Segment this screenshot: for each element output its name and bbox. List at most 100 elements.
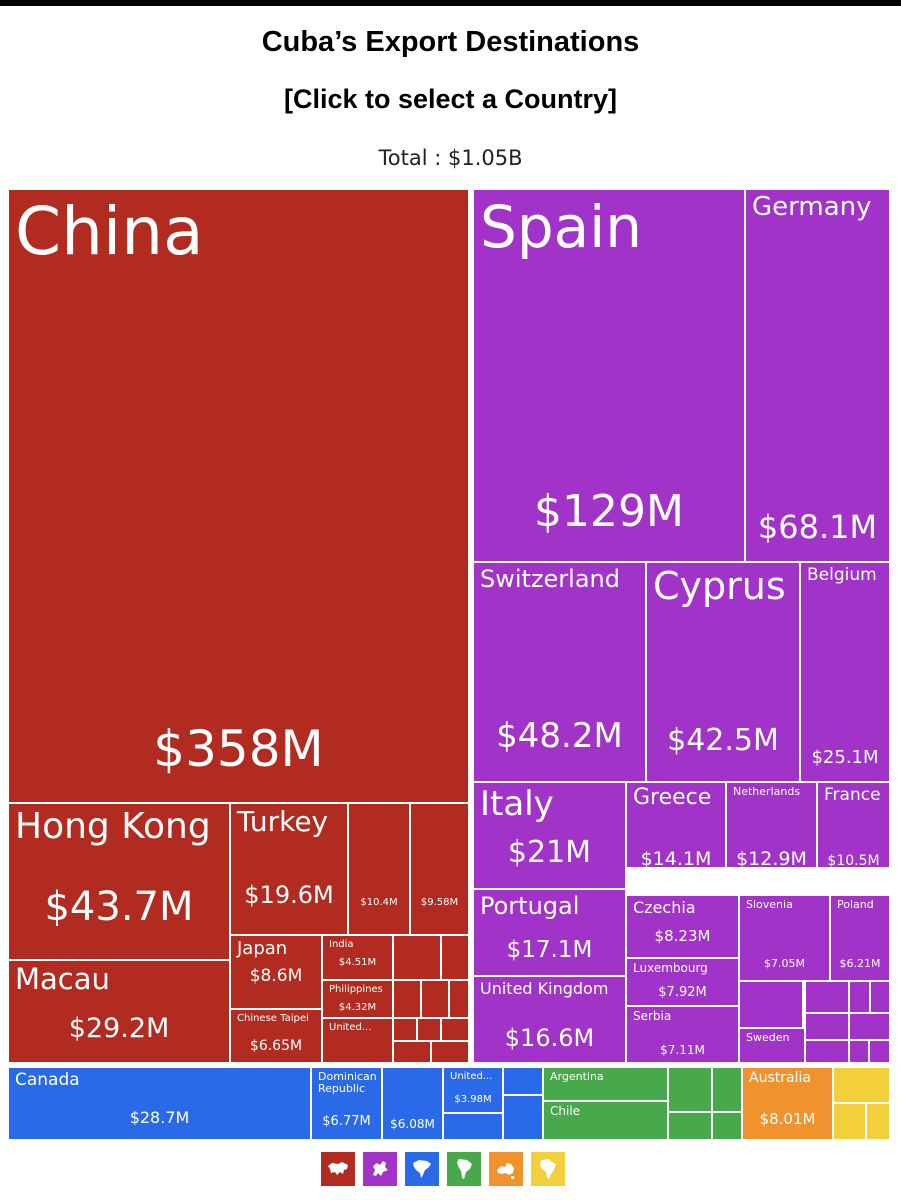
small-tile[interactable] — [441, 935, 469, 980]
tile-value: $17.1M — [506, 937, 593, 963]
oceania-map-icon[interactable] — [489, 1152, 523, 1186]
tile-poland[interactable]: Poland $6.21M — [830, 895, 890, 981]
tile-germany[interactable]: Germany $68.1M — [745, 189, 890, 562]
small-tile[interactable] — [449, 980, 469, 1018]
chart-title: Cuba’s Export Destinations — [261, 26, 640, 58]
tile-france[interactable]: France $10.5M — [817, 782, 890, 868]
tile-philippines[interactable]: Philippines $4.32M — [322, 980, 393, 1018]
tile-label: Germany — [752, 192, 872, 222]
tile-turkey[interactable]: Turkey $19.6M — [230, 803, 348, 935]
tile-canada[interactable]: Canada $28.7M — [8, 1067, 311, 1140]
tile-portugal[interactable]: Portugal $17.1M — [473, 889, 626, 976]
europe-map-icon[interactable] — [363, 1152, 397, 1186]
tile-slovenia[interactable]: Slovenia $7.05M — [739, 895, 830, 981]
tile-label: Sweden — [746, 1031, 790, 1044]
small-tile[interactable] — [833, 1103, 866, 1140]
tile-cyprus[interactable]: Cyprus $42.5M — [646, 562, 800, 782]
small-tile[interactable] — [805, 981, 849, 1013]
small-tile[interactable] — [417, 1018, 441, 1041]
select-country-prompt[interactable]: [Click to select a Country] — [283, 84, 618, 114]
tile-switzerland[interactable]: Switzerland $48.2M — [473, 562, 646, 782]
small-tile[interactable] — [431, 1041, 469, 1063]
tile-label: France — [824, 785, 881, 805]
tile-dominican-republic[interactable]: Dominican Republic $6.77M — [311, 1067, 382, 1140]
tile-value: $6.08M — [390, 1117, 435, 1131]
tile-unlabeled-30[interactable]: $6.08M — [382, 1067, 443, 1140]
south-america-map-icon[interactable] — [447, 1152, 481, 1186]
tile-belgium[interactable]: Belgium $25.1M — [800, 562, 890, 782]
tile-label: Italy — [480, 784, 554, 824]
tile-united[interactable]: United... $3.98M — [443, 1067, 503, 1113]
tile-czechia[interactable]: Czechia $8.23M — [626, 895, 739, 958]
small-tile[interactable] — [805, 1040, 849, 1063]
tile-label: Czechia — [633, 898, 696, 917]
tile-value: $42.5M — [667, 723, 779, 758]
tile-label: Dominican Republic — [318, 1070, 377, 1096]
tile-united-kingdom[interactable]: United Kingdom $16.6M — [473, 976, 626, 1063]
tile-label: Luxembourg — [633, 961, 708, 975]
tile-netherlands[interactable]: Netherlands $12.9M — [726, 782, 817, 868]
tile-hong-kong[interactable]: Hong Kong $43.7M — [8, 803, 230, 960]
tile-australia[interactable]: Australia $8.01M — [742, 1067, 833, 1140]
small-tile[interactable] — [805, 1013, 849, 1040]
tile-value: $10.4M — [360, 897, 398, 908]
small-tile[interactable] — [421, 980, 449, 1018]
small-tile[interactable] — [503, 1095, 543, 1140]
small-tile[interactable] — [503, 1067, 543, 1095]
tile-label: Japan — [237, 938, 288, 959]
small-tile[interactable] — [441, 1018, 469, 1041]
small-tile[interactable] — [712, 1112, 742, 1140]
tile-serbia[interactable]: Serbia $7.11M — [626, 1006, 739, 1063]
tile-india[interactable]: India $4.51M — [322, 935, 393, 980]
small-tile[interactable] — [668, 1112, 712, 1140]
small-tile[interactable] — [393, 980, 421, 1018]
tile-label: Netherlands — [733, 785, 801, 798]
tile-value: $6.65M — [249, 1038, 303, 1054]
tile-label: China — [15, 193, 204, 270]
tile-spain[interactable]: Spain $129M — [473, 189, 745, 562]
small-tile[interactable] — [393, 1041, 431, 1063]
small-tile[interactable] — [833, 1067, 890, 1103]
tile-united[interactable]: United... — [322, 1018, 393, 1063]
tile-value: $8.01M — [759, 1110, 816, 1128]
small-tile[interactable] — [869, 1040, 890, 1063]
tile-unlabeled-3[interactable]: $10.4M — [348, 803, 410, 935]
tile-china[interactable]: China $358M — [8, 189, 469, 803]
tile-value: $4.32M — [338, 1002, 377, 1013]
tile-italy[interactable]: Italy $21M — [473, 782, 626, 889]
small-tile[interactable] — [849, 981, 870, 1013]
tile-value: $3.98M — [454, 1094, 492, 1105]
tile-chile[interactable]: Chile — [543, 1101, 668, 1140]
tile-value: $358M — [153, 720, 324, 778]
small-tile[interactable] — [866, 1103, 890, 1140]
small-tile[interactable] — [849, 1040, 869, 1063]
tile-chinese-taipei[interactable]: Chinese Taipei $6.65M — [230, 1009, 322, 1063]
tile-value: $21M — [507, 835, 592, 870]
asia-map-icon[interactable] — [321, 1152, 355, 1186]
tile-label: Spain — [480, 193, 643, 261]
small-tile[interactable] — [668, 1067, 712, 1112]
small-tile[interactable] — [393, 1018, 417, 1041]
tile-value: $7.11M — [660, 1043, 705, 1057]
small-tile[interactable] — [739, 981, 803, 1028]
tile-value: $12.9M — [736, 848, 807, 868]
tile-japan[interactable]: Japan $8.6M — [230, 935, 322, 1009]
tile-luxembourg[interactable]: Luxembourg $7.92M — [626, 958, 739, 1006]
small-tile[interactable] — [443, 1113, 503, 1140]
small-tile[interactable] — [712, 1067, 742, 1112]
tile-value: $43.7M — [44, 884, 194, 930]
tile-label: Poland — [837, 898, 874, 911]
small-tile[interactable] — [870, 981, 890, 1013]
small-tile[interactable] — [849, 1013, 890, 1040]
tile-macau[interactable]: Macau $29.2M — [8, 960, 230, 1063]
tile-value: $29.2M — [68, 1013, 170, 1044]
tile-value: $9.58M — [420, 897, 459, 908]
tile-sweden[interactable]: Sweden — [739, 1028, 805, 1063]
tile-label: United Kingdom — [480, 979, 609, 998]
tile-greece[interactable]: Greece $14.1M — [626, 782, 726, 868]
small-tile[interactable] — [393, 935, 441, 980]
tile-unlabeled-4[interactable]: $9.58M — [410, 803, 469, 935]
tile-argentina[interactable]: Argentina — [543, 1067, 668, 1101]
africa-map-icon[interactable] — [531, 1152, 565, 1186]
north-america-map-icon[interactable] — [405, 1152, 439, 1186]
